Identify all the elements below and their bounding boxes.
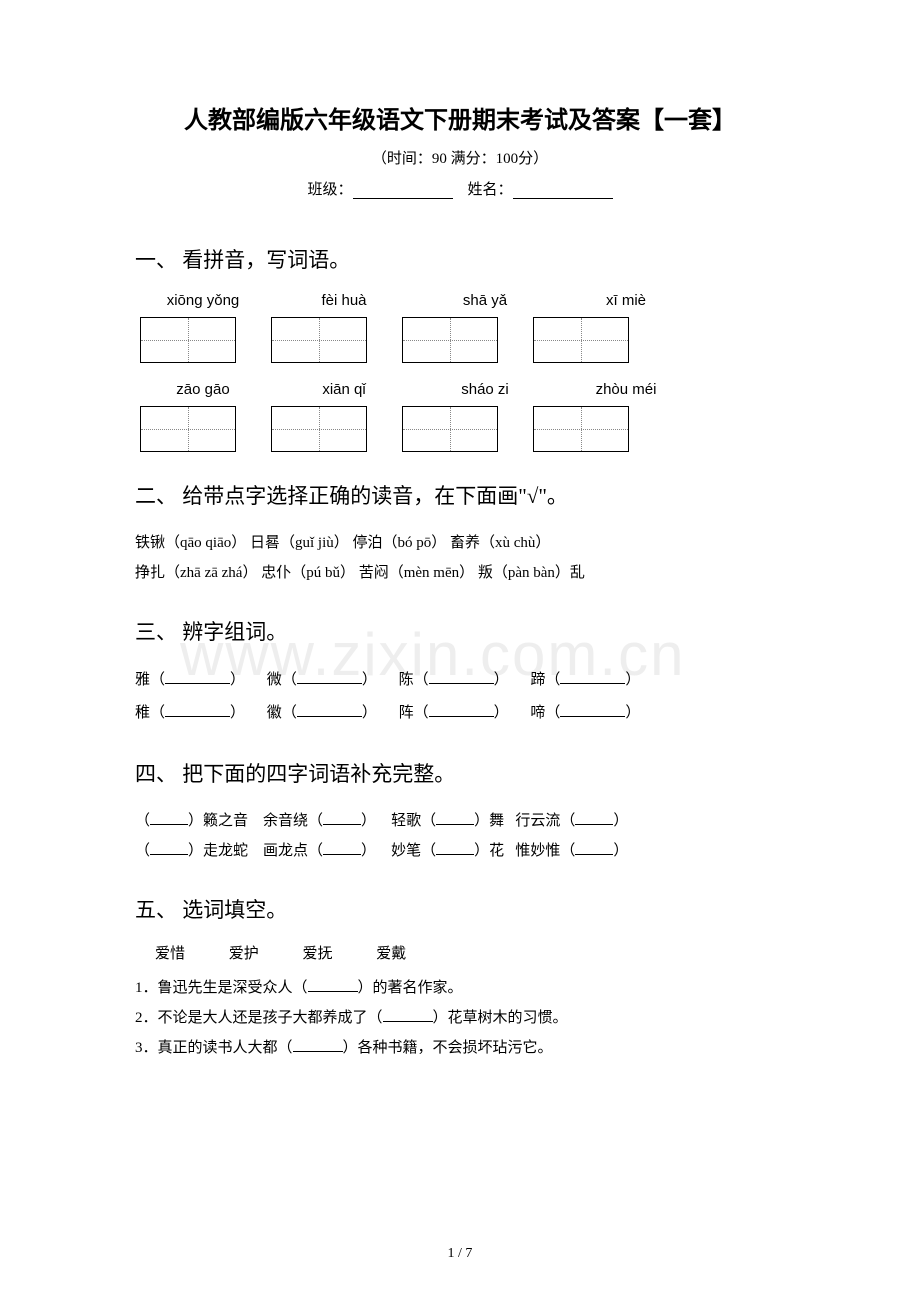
char-input-box[interactable] xyxy=(140,317,236,363)
section3-title: 三、 辨字组词。 xyxy=(135,616,785,646)
exam-subtitle: （时间：90 满分：100分） xyxy=(135,147,785,168)
fill-blank[interactable] xyxy=(436,810,474,825)
section2-title: 二、 给带点字选择正确的读音，在下面画"√"。 xyxy=(135,480,785,510)
pinyin-item: xiōng yǒng xyxy=(155,292,251,309)
char-box-row-2 xyxy=(140,406,785,452)
word-item: 雅（） xyxy=(135,664,245,697)
word-item: 阵（） xyxy=(399,697,509,730)
fill-blank[interactable] xyxy=(383,1007,433,1022)
fill-blank[interactable] xyxy=(297,702,362,717)
fill-blank[interactable] xyxy=(560,702,625,717)
char-input-box[interactable] xyxy=(140,406,236,452)
fill-blank[interactable] xyxy=(429,669,494,684)
fill-blank[interactable] xyxy=(297,669,362,684)
section4-title: 四、 把下面的四字词语补充完整。 xyxy=(135,758,785,788)
option-item: 爱护 xyxy=(229,946,259,962)
pinyin-item: xī miè xyxy=(578,292,674,309)
section5-title: 五、 选词填空。 xyxy=(135,894,785,924)
word-item: 微（） xyxy=(267,664,377,697)
char-input-box[interactable] xyxy=(271,406,367,452)
fill-blank[interactable] xyxy=(150,840,188,855)
fill-blank[interactable] xyxy=(575,840,613,855)
section5-options: 爱惜 爱护 爱抚 爱戴 xyxy=(155,942,785,963)
fill-blank[interactable] xyxy=(560,669,625,684)
section2-line1: 铁锹（qāo qiāo） 日晷（guǐ jiù） 停泊（bó pō） 畜养（xù… xyxy=(135,528,785,558)
char-input-box[interactable] xyxy=(402,317,498,363)
section1-title: 一、 看拼音，写词语。 xyxy=(135,244,785,274)
pinyin-item: zhòu méi xyxy=(578,381,674,398)
word-item: 陈（） xyxy=(399,664,509,697)
char-input-box[interactable] xyxy=(533,406,629,452)
name-label: 姓名： xyxy=(468,182,513,198)
option-item: 爱抚 xyxy=(303,946,333,962)
fill-blank[interactable] xyxy=(165,669,230,684)
section2-line2: 挣扎（zhā zā zhá） 忠仆（pú bǔ） 苦闷（mèn mēn） 叛（p… xyxy=(135,558,785,588)
char-input-box[interactable] xyxy=(533,317,629,363)
section3-row1: 雅（） 微（） 陈（） 蹄（） xyxy=(135,664,785,697)
option-item: 爱惜 xyxy=(155,946,185,962)
exam-title: 人教部编版六年级语文下册期末考试及答案【一套】 xyxy=(135,100,785,135)
fill-blank[interactable] xyxy=(323,810,361,825)
class-label: 班级： xyxy=(307,182,352,198)
option-item: 爱戴 xyxy=(376,946,406,962)
pinyin-item: sháo zi xyxy=(437,381,533,398)
fill-blank[interactable] xyxy=(323,840,361,855)
fill-blank[interactable] xyxy=(429,702,494,717)
page-number: 1 / 7 xyxy=(0,1246,920,1262)
char-input-box[interactable] xyxy=(271,317,367,363)
pinyin-item: xiān qǐ xyxy=(296,381,392,398)
student-info: 班级： 姓名： xyxy=(135,178,785,199)
fill-blank[interactable] xyxy=(150,810,188,825)
word-item: 蹄（） xyxy=(530,664,640,697)
fill-blank[interactable] xyxy=(293,1037,343,1052)
section4-line2: （）走龙蛇 画龙点（） 妙笔（）花 惟妙惟（） xyxy=(135,836,785,866)
section4-line1: （）籁之音 余音绕（） 轻歌（）舞 行云流（） xyxy=(135,806,785,836)
name-blank[interactable] xyxy=(513,184,613,199)
pinyin-row-2: zāo gāo xiān qǐ sháo zi zhòu méi xyxy=(155,381,785,398)
fill-blank[interactable] xyxy=(575,810,613,825)
pinyin-row-1: xiōng yǒng fèi huà shā yǎ xī miè xyxy=(155,292,785,309)
word-item: 稚（） xyxy=(135,697,245,730)
class-blank[interactable] xyxy=(353,184,453,199)
fill-blank[interactable] xyxy=(165,702,230,717)
section3-row2: 稚（） 徽（） 阵（） 啼（） xyxy=(135,697,785,730)
section5-q3: 3．真正的读书人大都（）各种书籍，不会损坏玷污它。 xyxy=(135,1033,785,1063)
pinyin-item: shā yǎ xyxy=(437,292,533,309)
word-item: 啼（） xyxy=(530,697,640,730)
char-input-box[interactable] xyxy=(402,406,498,452)
word-item: 徽（） xyxy=(267,697,377,730)
char-box-row-1 xyxy=(140,317,785,363)
pinyin-item: zāo gāo xyxy=(155,381,251,398)
fill-blank[interactable] xyxy=(436,840,474,855)
fill-blank[interactable] xyxy=(308,977,358,992)
pinyin-item: fèi huà xyxy=(296,292,392,309)
section5-q2: 2．不论是大人还是孩子大都养成了（）花草树木的习惯。 xyxy=(135,1003,785,1033)
section5-q1: 1．鲁迅先生是深受众人（）的著名作家。 xyxy=(135,973,785,1003)
